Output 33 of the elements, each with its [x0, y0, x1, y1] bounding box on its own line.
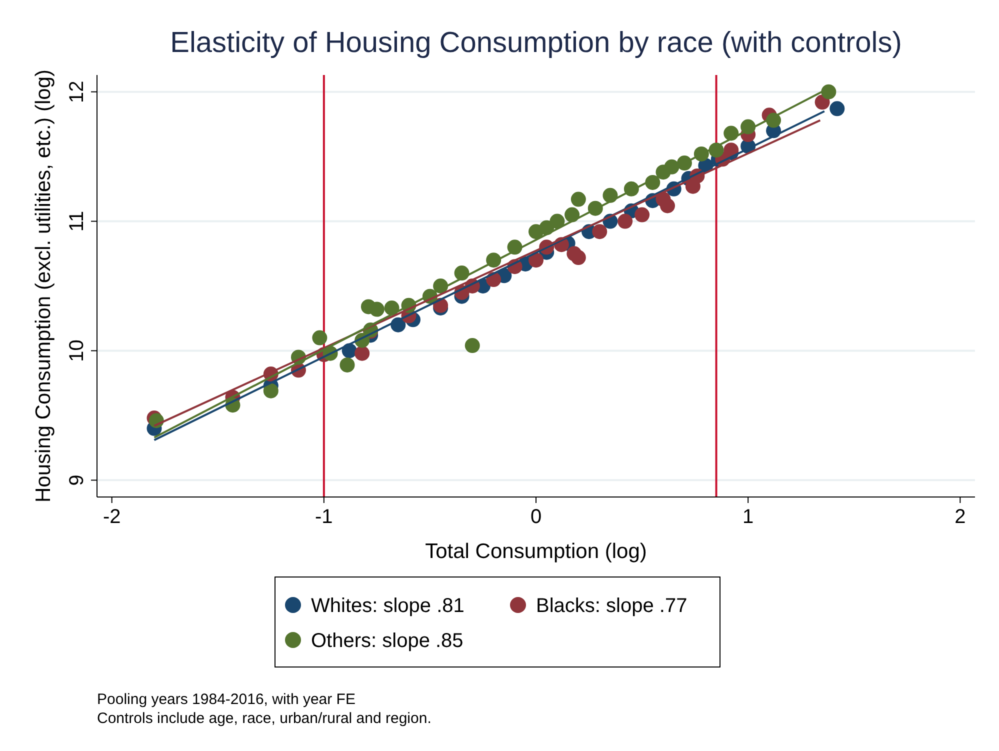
point	[528, 252, 544, 268]
point	[660, 198, 675, 214]
text: Pooling years 1984-2016, with year FE	[97, 691, 356, 708]
point	[464, 338, 480, 354]
point	[340, 357, 355, 372]
x-tick-label: 1	[742, 506, 754, 528]
point	[312, 330, 328, 346]
point	[830, 101, 845, 116]
legend-label: Others: slope .85	[311, 630, 464, 652]
chart-title: Elasticity of Housing Consumption by race (with controls)	[170, 27, 902, 59]
y-tick-label: 12	[66, 80, 88, 103]
point	[263, 383, 278, 398]
x-tick-label: -2	[102, 506, 121, 528]
x-axis-title: Total Consumption (log)	[425, 540, 647, 563]
point	[570, 192, 586, 207]
point	[821, 84, 836, 100]
x-tick-label: -1	[315, 506, 333, 528]
x-tick-label: 2	[954, 506, 966, 528]
y-tick-label: 11	[66, 210, 88, 232]
point	[618, 214, 633, 229]
y-tick-label: 10	[66, 340, 88, 362]
text: Controls include age, race, urban/rural and region.	[97, 710, 432, 727]
point	[354, 346, 370, 361]
point	[369, 302, 384, 317]
legend-label: Blacks: slope .77	[536, 595, 688, 617]
point	[570, 250, 586, 266]
point	[592, 224, 608, 240]
y-tick-label: 9	[66, 474, 88, 486]
point	[634, 207, 650, 222]
y-axis-title: Housing Consumption (excl. utilities, etc.) (log)	[32, 69, 55, 503]
point	[550, 214, 565, 229]
legend-label: Whites: slope .81	[311, 595, 464, 617]
x-tick-label: 0	[530, 506, 542, 528]
